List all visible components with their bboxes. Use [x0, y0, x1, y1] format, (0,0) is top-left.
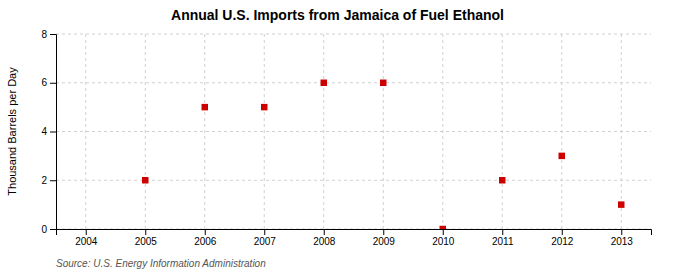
point: [380, 80, 386, 86]
x-tick-label: 2007: [254, 236, 277, 247]
y-tick-label: 2: [41, 175, 47, 186]
x-tick-label: 2004: [75, 236, 98, 247]
point: [261, 104, 267, 110]
grid-line-x: [145, 34, 146, 229]
grid-line-x: [204, 34, 205, 229]
point: [618, 201, 624, 207]
x-tick-label: 2009: [373, 236, 396, 247]
y-tick-mark: [50, 229, 56, 230]
point: [499, 177, 505, 183]
x-tick-mark: [145, 229, 146, 235]
y-tick-label: 8: [41, 29, 47, 40]
x-tick: 2005: [135, 229, 158, 247]
point: [321, 80, 327, 86]
x-tick: 2007: [254, 229, 277, 247]
y-axis: 0 2 4 6 8: [41, 29, 56, 235]
y-tick-mark: [50, 34, 56, 35]
x-tick-mark: [264, 229, 265, 235]
x-tick-label: 2006: [194, 236, 217, 247]
grid-line-x: [264, 34, 265, 229]
grid-line-y: [56, 34, 651, 35]
y-tick: 6: [41, 77, 56, 88]
y-tick-label: 0: [41, 224, 47, 235]
x-tick: 2008: [313, 229, 336, 247]
y-tick: 4: [41, 126, 56, 137]
y-axis-line: [50, 35, 57, 230]
y-tick-label: 4: [41, 126, 47, 137]
source: Source: U.S. Energy Information Administ…: [56, 258, 266, 269]
marks: [142, 80, 624, 229]
x-tick: 2013: [611, 229, 634, 247]
point: [559, 153, 565, 159]
y-axis-title: Thousand Barrels per Day: [6, 67, 18, 196]
point: [202, 104, 208, 110]
x-tick-mark: [205, 229, 206, 235]
point: [440, 226, 446, 229]
title: Annual U.S. Imports from Jamaica of Fuel…: [171, 7, 504, 23]
x-tick-mark: [562, 229, 563, 235]
chart: 2004 2005 2006 2007 2008 2009 2010 2011 2012 2013…: [0, 0, 675, 275]
x-tick-label: 2013: [611, 236, 634, 247]
x-tick: 2006: [194, 229, 217, 247]
y-tick-mark: [50, 132, 56, 133]
y-tick: 8: [41, 29, 56, 40]
y-tick: 2: [41, 175, 56, 186]
plot-area: 2004 2005 2006 2007 2008 2009 2010 2011 2012 2013…: [41, 29, 651, 247]
x-tick-label: 2005: [135, 236, 158, 247]
x-tick: 2004: [75, 229, 98, 247]
x-tick-mark: [621, 229, 622, 235]
x-tick-label: 2012: [551, 236, 574, 247]
x-tick-label: 2010: [432, 236, 455, 247]
x-tick: 2012: [551, 229, 574, 247]
x-tick: 2009: [373, 229, 396, 247]
y-tick-mark: [50, 180, 56, 181]
x-tick-label: 2008: [313, 236, 336, 247]
x-axis: 2004 2005 2006 2007 2008 2009 2010 2011 2012 2013: [57, 229, 652, 247]
x-tick: 2010: [432, 229, 455, 247]
grid-line-y: [56, 82, 651, 83]
x-tick-mark: [383, 229, 384, 235]
x-tick-mark: [86, 229, 87, 235]
y-tick: 0: [41, 224, 56, 235]
x-tick-mark: [502, 229, 503, 235]
point: [142, 177, 148, 183]
grid-line-y: [56, 131, 651, 132]
x-tick: 2011: [492, 229, 514, 247]
x-tick-mark: [324, 229, 325, 235]
x-axis-line: [57, 230, 652, 236]
y-tick-label: 6: [41, 77, 47, 88]
y-tick-mark: [50, 83, 56, 84]
grid: [56, 34, 651, 229]
x-tick-label: 2011: [492, 236, 514, 247]
x-tick-mark: [443, 229, 444, 235]
grid-line-x: [323, 34, 324, 229]
